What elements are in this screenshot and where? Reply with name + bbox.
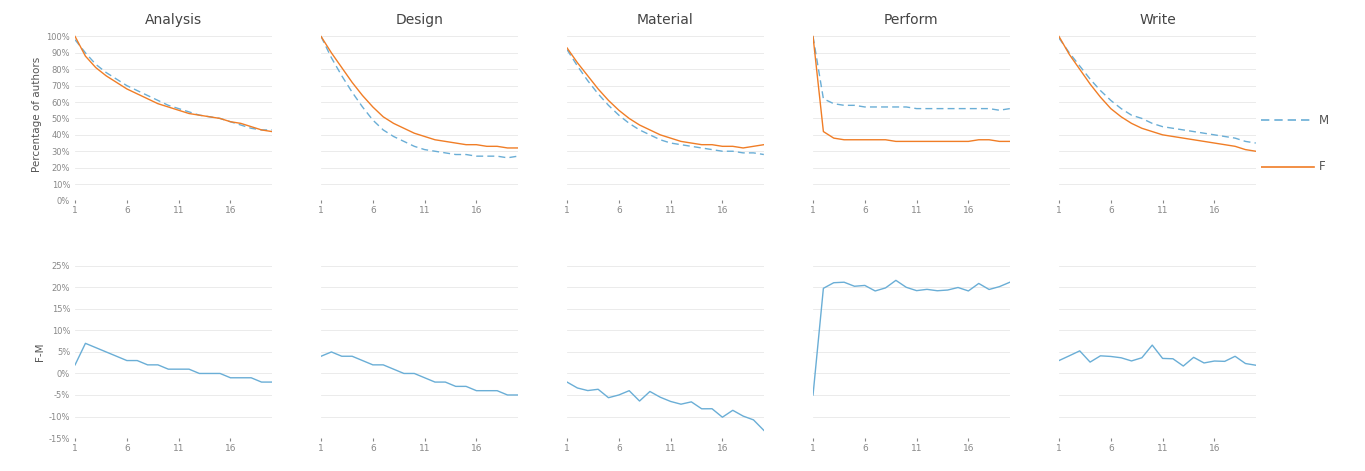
Y-axis label: F-M: F-M (34, 343, 45, 361)
Title: Write: Write (1138, 13, 1175, 27)
Title: Design: Design (396, 13, 444, 27)
Title: Analysis: Analysis (145, 13, 202, 27)
Text: F: F (1319, 160, 1325, 173)
Title: Perform: Perform (885, 13, 939, 27)
Y-axis label: Percentage of authors: Percentage of authors (33, 57, 42, 172)
Text: M: M (1319, 114, 1328, 127)
Title: Material: Material (637, 13, 693, 27)
